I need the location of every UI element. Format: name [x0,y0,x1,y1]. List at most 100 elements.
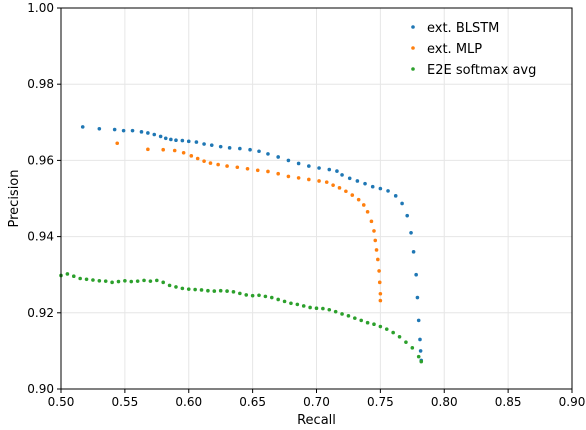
data-point [333,309,338,314]
data-point [282,299,287,304]
data-point [418,337,422,342]
data-point [212,289,217,293]
data-point [152,132,157,137]
x-axis-label: Recall [297,413,336,428]
data-point [359,318,364,323]
data-point [130,128,135,133]
x-tick-label: 0.90 [559,395,586,409]
data-point [161,147,165,152]
data-point [340,312,344,316]
data-point [391,330,395,335]
x-tick-label: 0.65 [239,395,266,409]
data-point [369,219,374,224]
data-point [146,147,150,152]
data-point [411,250,416,254]
data-point [386,189,390,193]
data-point [142,278,146,283]
data-point [231,290,236,294]
x-tick-label: 0.85 [495,395,522,409]
legend-marker [411,25,415,29]
data-point [376,257,380,262]
data-point [276,155,280,159]
data-point [301,304,306,308]
series-e2e-softmax-avg [59,272,424,364]
data-point [181,150,186,155]
data-point [419,359,424,364]
data-point [409,230,413,235]
data-point [308,305,312,310]
data-point [365,320,370,325]
data-point [146,131,150,135]
data-point [416,354,421,359]
data-point [418,349,423,353]
data-point [235,165,240,170]
x-tick-label: 0.70 [303,395,330,409]
x-tick-label: 0.60 [175,395,202,409]
axis-ticks: 0.50 0.55 0.60 0.65 0.70 0.75 0.80 0.85 0.90 0.90… [27,1,585,409]
data-point [384,327,389,331]
data-point [327,307,332,312]
data-point [266,169,270,174]
data-point [361,203,366,207]
data-point [78,276,82,281]
data-point [373,238,378,243]
data-point [148,279,153,283]
data-point [377,269,381,273]
data-point [317,179,321,183]
data-point [404,340,408,344]
data-point [257,293,261,298]
data-point [327,167,332,172]
data-point [296,176,301,180]
data-point [397,335,402,339]
data-point [378,298,383,303]
data-point [410,346,415,350]
x-tick-label: 0.75 [367,395,394,409]
data-point [296,161,301,166]
y-tick-label: 0.96 [27,153,54,167]
data-point [218,144,223,149]
data-point [161,280,165,285]
data-point [350,193,355,197]
data-point [248,147,252,152]
data-point [250,293,255,298]
data-point [186,139,191,144]
data-point [84,277,89,282]
data-point [337,186,342,190]
data-point [400,201,404,206]
data-point [324,180,329,184]
data-point [378,186,383,191]
data-point [97,279,102,283]
data-point [167,283,172,288]
data-point [331,183,335,187]
data-point [414,272,418,277]
data-point [416,318,421,323]
data-point [91,278,95,282]
legend-label: ext. BLSTM [427,21,499,36]
data-point [225,289,229,293]
x-tick-label: 0.80 [431,395,458,409]
data-point [174,138,178,143]
data-point [189,154,194,158]
data-point [218,288,223,293]
data-point [195,156,200,161]
data-point [129,279,134,284]
data-point [344,189,348,194]
data-point [317,166,321,170]
legend-label: ext. MLP [427,42,482,57]
data-point [314,306,319,311]
data-point [415,295,420,300]
series-ext-blstm [80,125,424,363]
data-point [307,177,311,182]
data-point [374,248,379,252]
grid-lines [60,7,573,390]
data-point [163,136,168,141]
data-point [202,142,206,146]
data-point [135,279,140,283]
data-point [370,184,375,189]
data-point [180,138,185,143]
data-point [321,306,325,311]
legend: ext. BLSTM ext. MLP E2E softmax avg [411,21,536,78]
data-point [276,171,280,176]
legend-marker [411,46,415,50]
x-tick-label: 0.50 [48,395,75,409]
